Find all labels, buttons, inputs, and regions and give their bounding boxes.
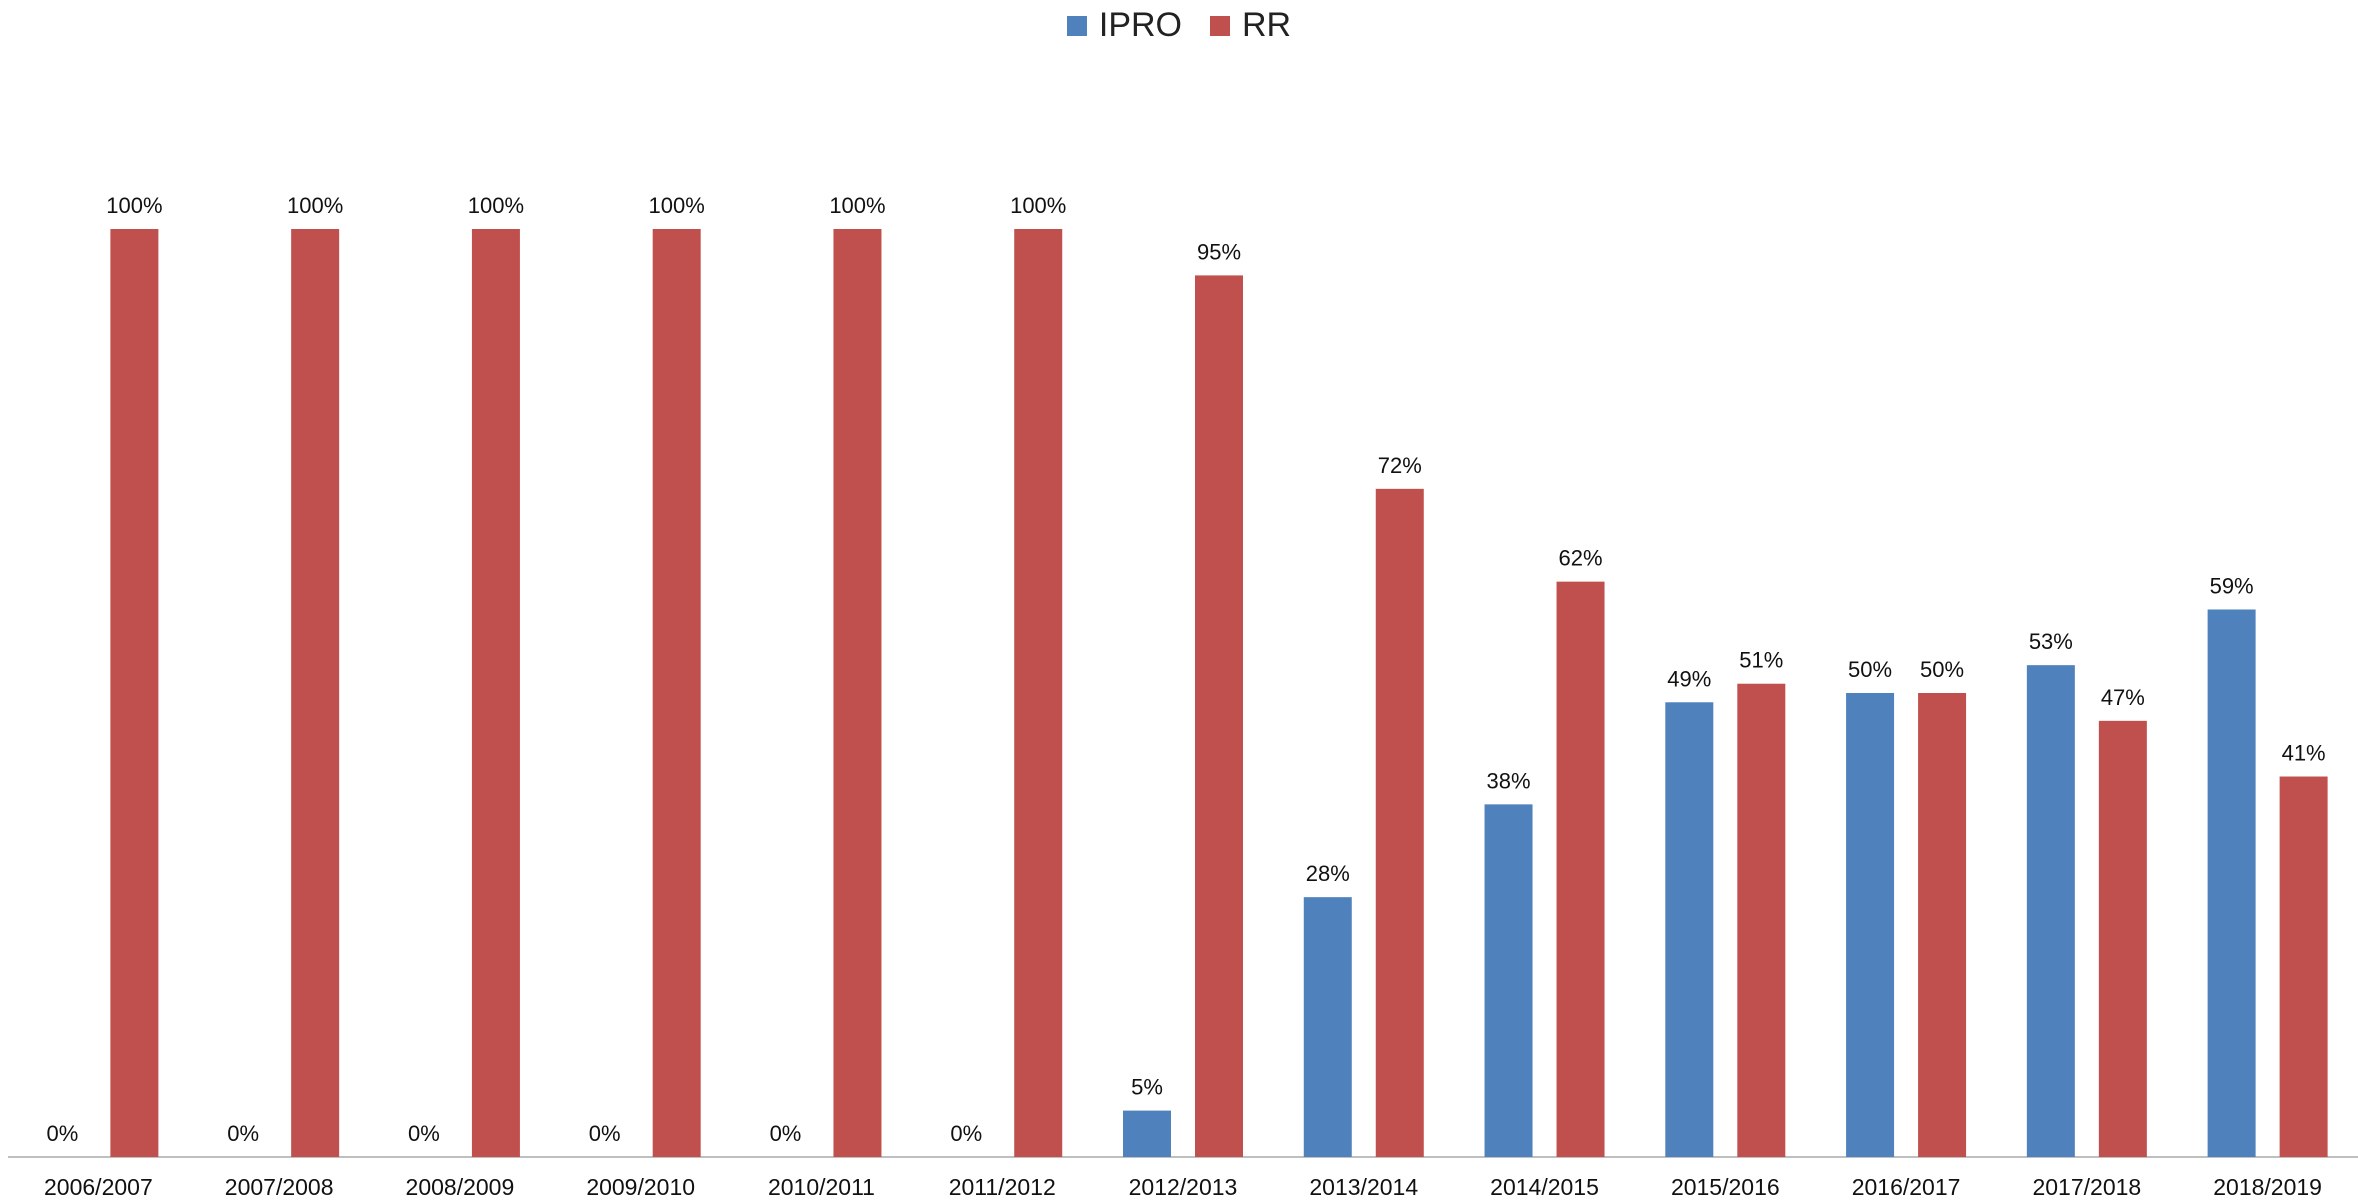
data-label-rr-2008-2009: 100% [468,193,524,218]
data-label-ipro-2007-2008: 0% [227,1121,259,1146]
bar-rr-2012-2013 [1195,275,1243,1157]
bar-rr-2010-2011 [833,229,882,1157]
legend-item-rr: RR [1210,6,1291,45]
bar-ipro-2017-2018 [2026,665,2075,1157]
data-label-ipro-2015-2016: 49% [1667,666,1711,691]
legend-swatch-rr [1210,15,1230,36]
data-label-ipro-2017-2018: 53% [2029,629,2073,654]
bar-rr-2007-2008 [291,229,340,1157]
bar-rr-2018-2019 [2279,776,2328,1157]
data-label-rr-2017-2018: 47% [2101,685,2145,710]
bar-rr-2017-2018 [2098,720,2147,1157]
bar-ipro-2014-2015 [1484,804,1533,1157]
legend-item-ipro: IPRO [1066,6,1182,45]
chart-legend: IPRO RR [0,6,2358,45]
x-tick-label: 2013/2014 [1309,1174,1418,1200]
data-label-rr-2012-2013: 95% [1197,239,1241,264]
data-label-rr-2018-2019: 41% [2282,741,2326,766]
data-label-ipro-2008-2009: 0% [408,1121,440,1146]
data-label-rr-2006-2007: 100% [106,193,162,218]
bar-ipro-2018-2019 [2207,609,2256,1157]
x-tick-label: 2006/2007 [44,1174,153,1200]
x-tick-label: 2011/2012 [949,1174,1056,1200]
x-tick-label: 2017/2018 [2032,1174,2141,1200]
data-label-rr-2016-2017: 50% [1920,657,1964,682]
legend-label-ipro: IPRO [1098,6,1182,44]
bar-rr-2013-2014 [1375,488,1424,1158]
data-label-ipro-2016-2017: 50% [1848,657,1892,682]
data-label-ipro-2009-2010: 0% [589,1121,621,1146]
bar-ipro-2013-2014 [1303,897,1352,1157]
bar-rr-2016-2017 [1918,693,1967,1157]
bar-rr-2014-2015 [1556,581,1605,1157]
x-tick-label: 2010/2011 [768,1174,875,1200]
bar-rr-2015-2016 [1737,683,1786,1157]
x-tick-label: 2016/2017 [1852,1174,1961,1200]
bar-ipro-2016-2017 [1846,693,1895,1157]
data-label-rr-2015-2016: 51% [1739,648,1783,673]
data-label-ipro-2006-2007: 0% [46,1121,78,1146]
data-label-ipro-2018-2019: 59% [2210,573,2254,598]
data-label-rr-2011-2012: 100% [1010,193,1066,218]
data-label-rr-2009-2010: 100% [649,193,705,218]
x-tick-label: 2008/2009 [406,1174,515,1200]
x-tick-label: 2015/2016 [1671,1174,1780,1200]
bar-ipro-2012-2013 [1123,1110,1171,1157]
data-label-rr-2013-2014: 72% [1378,453,1422,478]
data-label-rr-2007-2008: 100% [287,193,343,218]
bar-ipro-2015-2016 [1665,702,1714,1157]
x-tick-label: 2009/2010 [586,1174,695,1200]
legend-label-rr: RR [1242,6,1292,44]
bar-rr-2008-2009 [471,229,520,1157]
data-label-ipro-2010-2011: 0% [770,1121,802,1146]
chart-marks: 0% 100% 2006/2007 0% 100% 2007/2008 0% 100% 2008… [44,193,2328,1200]
data-label-ipro-2014-2015: 38% [1487,768,1531,793]
legend-swatch-ipro [1066,15,1087,36]
data-label-rr-2014-2015: 62% [1559,546,1603,571]
x-tick-label: 2014/2015 [1490,1174,1599,1200]
x-tick-label: 2007/2008 [225,1174,334,1200]
data-label-ipro-2011-2012: 0% [950,1121,982,1146]
x-tick-label: 2018/2019 [2213,1174,2322,1200]
data-label-rr-2010-2011: 100% [829,193,885,218]
data-label-ipro-2012-2013: 5% [1131,1075,1163,1100]
data-label-ipro-2013-2014: 28% [1306,861,1350,886]
x-tick-label: 2012/2013 [1129,1174,1238,1200]
bar-rr-2009-2010 [652,229,701,1157]
bar-rr-2011-2012 [1014,229,1063,1157]
bar-rr-2006-2007 [110,229,159,1157]
